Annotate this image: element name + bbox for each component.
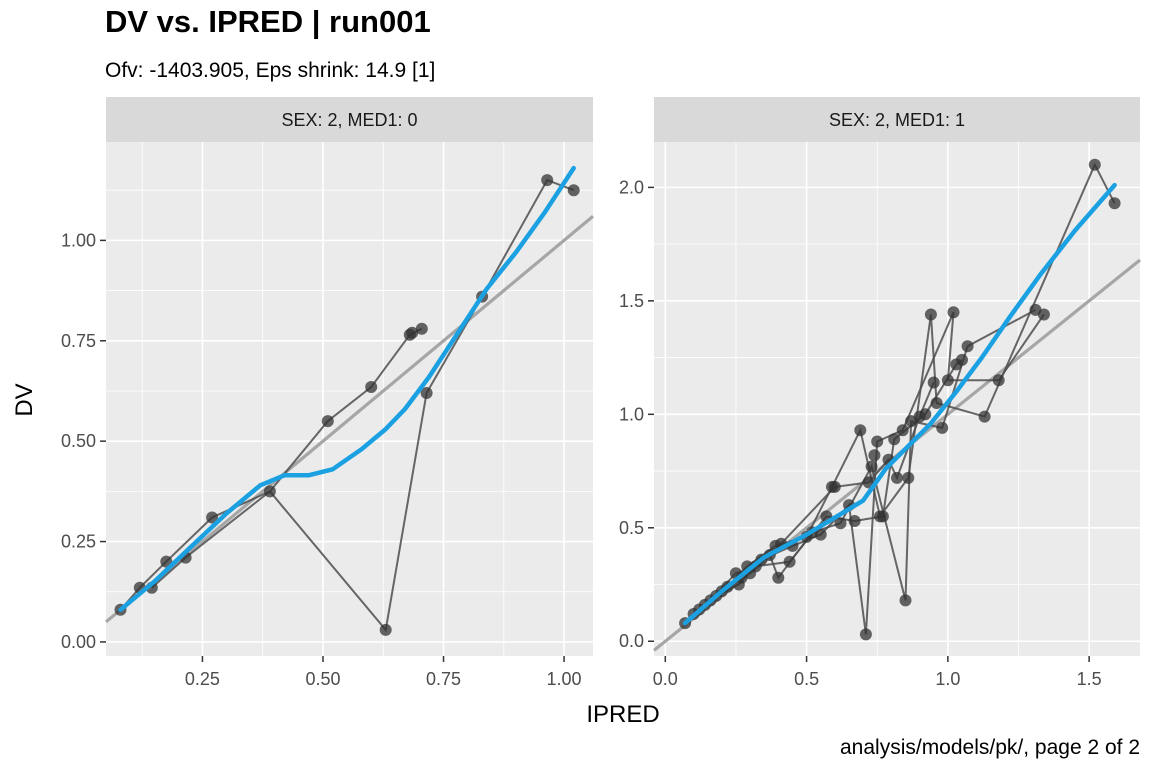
y-tick-label-right: 0.0 — [619, 631, 644, 651]
axis-ticks-left: 0.25 0.50 0.75 1.00 0.00 0.25 0.50 0.75 1.00 — [61, 230, 582, 689]
x-axis-title: IPRED — [586, 701, 659, 728]
data-point — [927, 376, 940, 389]
data-point — [930, 397, 943, 409]
data-point — [919, 408, 932, 421]
facet-strip-label-right: SEX: 2, MED1: 1 — [829, 110, 965, 130]
y-tick-label-left: 0.50 — [61, 431, 96, 451]
chart-subtitle: Ofv: -1403.905, Eps shrink: 14.9 [1] — [105, 59, 435, 82]
data-point — [1037, 308, 1050, 321]
data-point — [814, 528, 827, 541]
data-point — [859, 628, 872, 641]
smooth-line — [118, 165, 576, 613]
data-point — [941, 374, 954, 387]
data-point — [868, 449, 881, 462]
y-tick-label-right: 1.0 — [619, 404, 644, 424]
data-point — [541, 174, 554, 187]
smooth-line-right — [682, 182, 1117, 626]
data-point — [379, 623, 392, 636]
y-tick-label-right: 2.0 — [619, 177, 644, 197]
data-point — [891, 471, 903, 484]
data-point — [321, 415, 334, 428]
facet-strip-left — [106, 97, 593, 142]
smooth-line-left — [118, 165, 576, 613]
caption: analysis/models/pk/, page 2 of 2 — [840, 736, 1140, 759]
data-point — [263, 485, 276, 498]
x-tick-label-right: 1.0 — [935, 669, 960, 689]
smooth-line — [682, 182, 1117, 626]
facet-panel-left: SEX: 2, MED1: 0 0.25 0.50 0.75 1.000.000.25… — [61, 97, 595, 689]
data-point — [365, 381, 378, 393]
data-point — [924, 308, 937, 321]
plot-panel-right — [654, 142, 1140, 656]
y-tick-label-left: 0.00 — [61, 632, 96, 652]
data-point — [902, 471, 915, 484]
data-point — [936, 421, 949, 434]
data-point — [947, 306, 960, 319]
y-tick-label-right: 1.5 — [619, 291, 644, 311]
data-point — [206, 511, 219, 524]
facet-strip-right — [654, 97, 1140, 142]
data-point — [956, 353, 968, 366]
subject-path — [119, 178, 575, 633]
x-tick-label-left: 0.25 — [185, 669, 220, 689]
data-point — [772, 571, 785, 584]
facet-panel-right: SEX: 2, MED1: 1 0.0 0.5 1.0 1.5 0.0 0.5 1.0 1.5… — [619, 97, 1142, 689]
chart-title: DV vs. IPRED | run001 — [105, 4, 431, 39]
x-tick-label-left: 0.50 — [305, 669, 340, 689]
data-point — [828, 480, 841, 493]
data-point — [1088, 158, 1101, 171]
data-point — [1108, 197, 1121, 210]
data-point — [899, 594, 912, 607]
data-point — [978, 410, 991, 423]
data-point — [876, 510, 889, 523]
x-tick-label-left: 1.00 — [547, 669, 582, 689]
x-tick-label-right: 1.5 — [1077, 669, 1102, 689]
data-point — [848, 515, 861, 527]
x-tick-label-left: 0.75 — [426, 669, 461, 689]
y-axis-title: DV — [11, 383, 38, 416]
plot-panel-left — [106, 142, 593, 656]
data-point — [896, 424, 909, 437]
data-point — [865, 460, 878, 473]
y-tick-label-left: 0.75 — [61, 331, 96, 351]
y-tick-label-left: 1.00 — [61, 230, 96, 250]
y-tick-label-right: 0.5 — [619, 518, 644, 538]
data-point — [415, 322, 428, 335]
subject-path — [749, 382, 935, 574]
y-tick-label-left: 0.25 — [61, 532, 96, 552]
data-point — [420, 387, 433, 399]
x-tick-label-right: 0.0 — [653, 669, 678, 689]
data-point — [961, 340, 974, 353]
data-point — [783, 555, 796, 568]
data-point — [834, 517, 847, 530]
data-point — [992, 374, 1005, 387]
data-point — [567, 184, 580, 197]
data-point — [888, 433, 901, 446]
data-point — [406, 326, 419, 339]
data-point — [871, 435, 884, 448]
axis-ticks-right: 0.0 0.5 1.0 1.5 0.0 0.5 1.0 1.5 2.0 — [619, 177, 1102, 689]
gridlines-left — [106, 142, 593, 656]
x-tick-label-right: 0.5 — [794, 669, 819, 689]
facet-strip-label-left: SEX: 2, MED1: 0 — [281, 110, 417, 130]
data-point — [854, 424, 867, 437]
